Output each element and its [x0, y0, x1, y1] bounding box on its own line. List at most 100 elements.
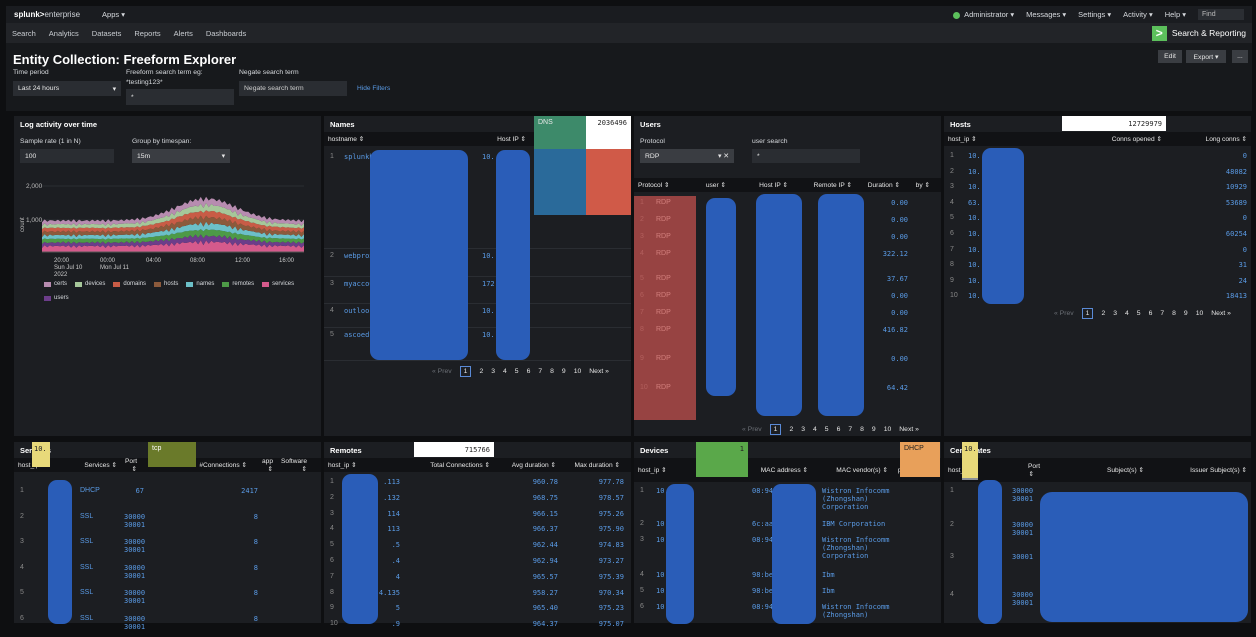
page-number[interactable]: 3 — [1113, 310, 1117, 317]
group-by-dropdown[interactable]: 15m ▾ — [132, 149, 230, 163]
page-number[interactable]: 1 — [1081, 308, 1094, 319]
page-number[interactable]: 3 — [801, 426, 805, 433]
prev-page-link[interactable]: « Prev — [1054, 310, 1074, 317]
column-header[interactable]: #Connections ⇕ — [199, 462, 247, 469]
find-input[interactable]: Find — [1198, 9, 1244, 20]
nav-dashboards[interactable]: Dashboards — [205, 28, 247, 38]
next-page-link[interactable]: Next » — [1211, 310, 1231, 317]
settings-menu[interactable]: Settings ▾ — [1078, 10, 1112, 19]
user-search-input[interactable]: * — [752, 149, 860, 163]
help-menu[interactable]: Help ▾ — [1164, 10, 1186, 19]
legend-item-devices[interactable]: devices — [75, 281, 105, 287]
page-number[interactable]: 6 — [526, 368, 531, 375]
prev-page-link[interactable]: « Prev — [432, 368, 452, 375]
column-header[interactable]: host_ip ⇕ — [638, 467, 667, 474]
page-number[interactable]: 9 — [561, 368, 566, 375]
page-number[interactable]: 6 — [1148, 310, 1153, 317]
column-header[interactable]: Services ⇕ — [84, 462, 117, 469]
table-row[interactable] — [324, 304, 631, 328]
page-number[interactable]: 7 — [1160, 310, 1165, 317]
area-series[interactable] — [42, 240, 304, 252]
area-series[interactable] — [42, 210, 304, 234]
negate-search-input[interactable]: Negate search term — [239, 81, 347, 96]
column-header[interactable]: by ⇕ — [915, 182, 930, 189]
time-period-dropdown[interactable]: Last 24 hours ▾ — [13, 81, 121, 96]
column-header[interactable]: Max duration ⇕ — [574, 462, 620, 469]
page-number[interactable]: 1 — [459, 366, 472, 377]
column-header[interactable]: MAC vendor(s) ⇕ — [836, 467, 888, 474]
legend-item-hosts[interactable]: hosts — [154, 281, 178, 287]
area-series[interactable] — [42, 234, 304, 248]
page-number[interactable]: 2 — [1101, 310, 1106, 317]
next-page-link[interactable]: Next » — [589, 368, 609, 375]
hide-filters-link[interactable]: Hide Filters — [357, 85, 391, 92]
protocol-dropdown[interactable]: RDP ▾ ✕ — [640, 149, 734, 163]
legend-item-users[interactable]: users — [44, 295, 69, 301]
column-header[interactable]: Issuer Subject(s) ⇕ — [1190, 467, 1247, 474]
column-header[interactable]: app ⇕ — [261, 457, 273, 473]
export-button[interactable]: Export ▾ — [1186, 50, 1226, 63]
page-number[interactable]: 7 — [848, 426, 853, 433]
area-series[interactable] — [42, 202, 304, 229]
page-number[interactable]: 5 — [824, 426, 829, 433]
legend-item-remotes[interactable]: remotes — [222, 281, 254, 287]
legend-item-domains[interactable]: domains — [113, 281, 146, 287]
page-number[interactable]: 4 — [503, 368, 507, 375]
page-number[interactable]: 3 — [491, 368, 495, 375]
table-row[interactable] — [324, 277, 631, 304]
page-number[interactable]: 5 — [514, 368, 519, 375]
column-header[interactable]: Subject(s) ⇕ — [1106, 467, 1144, 474]
column-header[interactable]: hostname ⇕ — [328, 136, 365, 143]
messages-menu[interactable]: Messages ▾ — [1026, 10, 1067, 19]
page-number[interactable]: 10 — [883, 426, 892, 433]
sample-rate-input[interactable]: 100 — [20, 149, 114, 163]
page-number[interactable]: 4 — [1125, 310, 1129, 317]
nav-analytics[interactable]: Analytics — [48, 28, 79, 38]
column-header[interactable]: Conns opened ⇕ — [1111, 136, 1162, 143]
page-number[interactable]: 8 — [1172, 310, 1176, 317]
nav-search[interactable]: Search — [12, 28, 36, 38]
page-number[interactable]: 9 — [1183, 310, 1188, 317]
column-header[interactable]: host_ip ⇕ — [948, 136, 977, 143]
column-header[interactable]: Total Connections ⇕ — [430, 462, 490, 469]
page-number[interactable]: 5 — [1136, 310, 1141, 317]
page-number[interactable]: 10 — [573, 368, 582, 375]
column-header[interactable]: Software ⇕ — [281, 457, 308, 473]
column-header[interactable]: user ⇕ — [705, 182, 726, 189]
more-button[interactable]: ... — [1232, 50, 1248, 63]
legend-item-names[interactable]: names — [186, 281, 214, 287]
column-header[interactable]: Host IP ⇕ — [497, 136, 526, 143]
admin-menu[interactable]: Administrator ▾ — [953, 10, 1014, 19]
page-number[interactable]: 1 — [769, 424, 782, 435]
page-number[interactable]: 2 — [789, 426, 794, 433]
edit-button[interactable]: Edit — [1158, 50, 1182, 63]
column-header[interactable]: Port ⇕ — [1028, 462, 1041, 478]
column-header[interactable]: Long conns ⇕ — [1205, 136, 1247, 143]
area-series[interactable] — [42, 215, 304, 238]
page-number[interactable]: 9 — [871, 426, 876, 433]
next-page-link[interactable]: Next » — [899, 426, 919, 433]
area-series[interactable] — [42, 221, 304, 240]
table-row[interactable] — [324, 328, 631, 361]
nav-reports[interactable]: Reports — [134, 28, 161, 38]
nav-alerts[interactable]: Alerts — [173, 28, 193, 38]
page-number[interactable]: 8 — [550, 368, 554, 375]
legend-item-services[interactable]: services — [262, 281, 294, 287]
column-header[interactable]: Duration ⇕ — [867, 182, 900, 189]
page-number[interactable]: 7 — [538, 368, 543, 375]
column-header[interactable]: host_ip ⇕ — [328, 462, 357, 469]
page-number[interactable]: 6 — [836, 426, 841, 433]
page-number[interactable]: 8 — [860, 426, 864, 433]
column-header[interactable]: MAC address ⇕ — [760, 467, 808, 474]
activity-menu[interactable]: Activity ▾ — [1123, 10, 1153, 19]
column-header[interactable]: host_ip ⇕ — [948, 467, 977, 474]
table-row[interactable] — [324, 150, 631, 249]
apps-menu[interactable]: Apps ▾ — [102, 10, 125, 19]
legend-item-certs[interactable]: certs — [44, 281, 67, 287]
page-number[interactable]: 2 — [479, 368, 484, 375]
nav-datasets[interactable]: Datasets — [91, 28, 122, 38]
area-series[interactable] — [42, 228, 304, 244]
column-header[interactable]: Remote IP ⇕ — [813, 182, 852, 189]
prev-page-link[interactable]: « Prev — [742, 426, 762, 433]
page-number[interactable]: 4 — [813, 426, 817, 433]
